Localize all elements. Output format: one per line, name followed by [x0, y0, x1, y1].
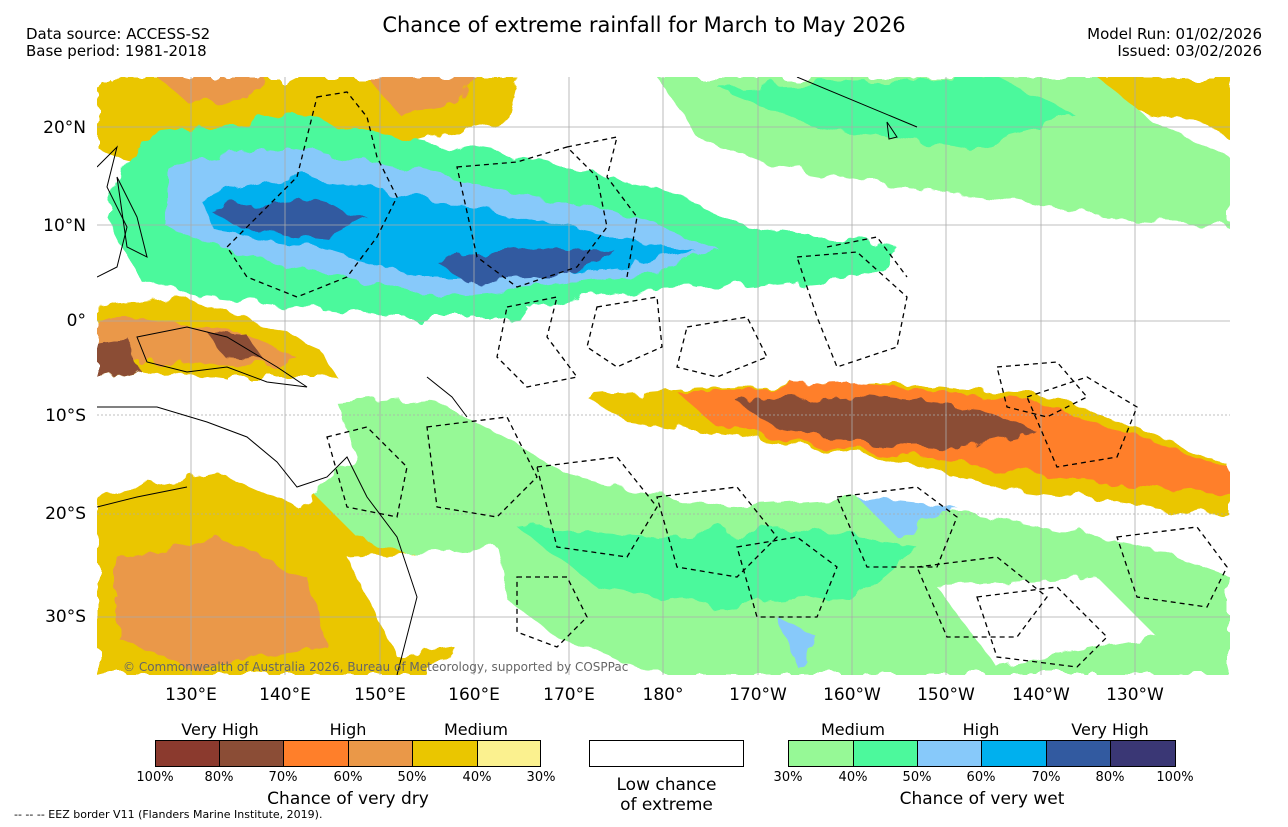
coastlines: [96, 76, 918, 676]
model-run-text: Model Run: 01/02/2026: [1087, 25, 1262, 43]
wet-swatch: [1046, 740, 1111, 767]
wet-swatch: [788, 740, 854, 767]
issued-text: Issued: 03/02/2026: [1117, 42, 1262, 60]
lon-label: 170°W: [729, 685, 787, 705]
map-canvas: © Commonwealth of Australia 2026, Bureau…: [96, 76, 1230, 676]
dry-tick: 40%: [462, 770, 492, 785]
lon-label: 160°E: [448, 685, 500, 705]
lat-label: 0°: [66, 311, 86, 331]
dry-legend-header: Medium: [444, 720, 508, 739]
lon-label: 170°E: [543, 685, 595, 705]
lon-label: 140°E: [259, 685, 311, 705]
dry-legend-header: High: [329, 720, 367, 739]
dry-swatch: [155, 740, 220, 767]
data-source-info: Data source: ACCESS-S2 Base period: 1981…: [26, 26, 210, 60]
map-title: Chance of extreme rainfall for March to …: [382, 13, 906, 37]
rainfall-map: © Commonwealth of Australia 2026, Bureau…: [96, 76, 1230, 676]
wet-tick: 30%: [773, 770, 803, 785]
model-run-info: Model Run: 01/02/2026 Issued: 03/02/2026: [1087, 26, 1262, 60]
graticule: [97, 77, 1230, 675]
wet-legend-header: Very High: [1071, 720, 1149, 739]
lat-label: 20°S: [45, 504, 86, 524]
wet-swatch: [1110, 740, 1176, 767]
dry-swatch: [412, 740, 478, 767]
low-chance-label: Low chance of extreme: [589, 775, 744, 815]
wet-tick: 100%: [1156, 770, 1194, 785]
wet-legend-header: High: [962, 720, 1000, 739]
lat-label: 30°S: [45, 607, 86, 627]
lon-label: 150°W: [917, 685, 975, 705]
wet-tick: 40%: [838, 770, 868, 785]
wet-legend-header: Medium: [821, 720, 885, 739]
dry-swatch: [219, 740, 284, 767]
dry-swatch: [348, 740, 413, 767]
dry-swatch: [283, 740, 349, 767]
copyright-text: © Commonwealth of Australia 2026, Bureau…: [123, 660, 628, 674]
dry-tick: 60%: [333, 770, 363, 785]
dry-tick: 50%: [397, 770, 427, 785]
dry-tick: 70%: [268, 770, 298, 785]
lat-label: 10°S: [45, 406, 86, 426]
lat-label: 20°N: [43, 118, 86, 138]
wet-swatch: [917, 740, 982, 767]
lon-label: 150°E: [354, 685, 406, 705]
dry-legend-title: Chance of very dry: [267, 789, 429, 809]
wet-tick: 60%: [966, 770, 996, 785]
wet-legend-title: Chance of very wet: [899, 789, 1065, 809]
eez-borders: [226, 91, 1228, 668]
low-chance-line2: of extreme: [620, 795, 713, 815]
dry-tick: 80%: [204, 770, 234, 785]
wet-tick: 70%: [1031, 770, 1061, 785]
wet-swatch: [853, 740, 918, 767]
lon-label: 130°E: [165, 685, 217, 705]
data-source-text: Data source: ACCESS-S2: [26, 25, 211, 43]
low-chance-swatch: [589, 740, 744, 767]
eez-footnote: -- -- -- EEZ border V11 (Flanders Marine…: [14, 808, 323, 821]
wet-tick: 50%: [902, 770, 932, 785]
dry-legend-header: Very High: [181, 720, 259, 739]
dry-swatch: [477, 740, 541, 767]
dry-tick: 100%: [136, 770, 174, 785]
wet-tick: 80%: [1095, 770, 1125, 785]
dry-tick: 30%: [526, 770, 556, 785]
base-period-text: Base period: 1981-2018: [26, 42, 207, 60]
wet-swatch: [981, 740, 1047, 767]
lat-label: 10°N: [43, 216, 86, 236]
lon-label: 140°W: [1012, 685, 1070, 705]
lon-label: 160°W: [823, 685, 881, 705]
lon-label: 130°W: [1106, 685, 1164, 705]
lon-label: 180°: [642, 685, 684, 705]
low-chance-line1: Low chance: [616, 775, 717, 795]
